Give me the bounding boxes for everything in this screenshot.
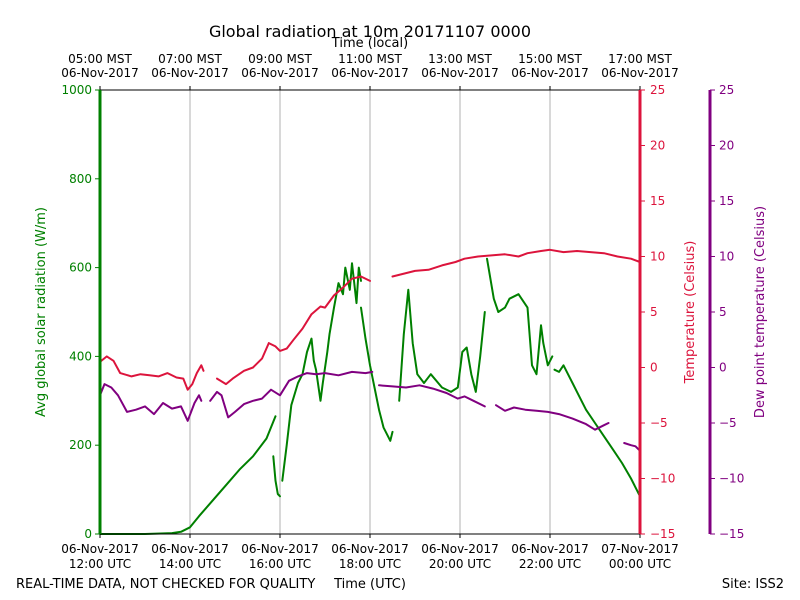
- radiation-tick-label: 400: [69, 349, 92, 363]
- dewpoint-line-segment: [495, 404, 610, 431]
- temperature-tick-label: 20: [650, 139, 665, 153]
- x-tick-label-time: 00:00 UTC: [609, 557, 671, 571]
- top-tick-label-date: 06-Nov-2017: [61, 66, 139, 80]
- radiation-line-segment: [360, 306, 394, 442]
- dewpoint-tick-label: −10: [719, 472, 744, 486]
- x-tick-label-date: 07-Nov-2017: [601, 542, 679, 556]
- dewpoint-line-segment: [209, 370, 374, 419]
- top-tick-label-time: 07:00 MST: [158, 52, 222, 66]
- x-tick-label-date: 06-Nov-2017: [331, 542, 409, 556]
- dewpoint-tick-label: 5: [719, 305, 727, 319]
- x-tick-label-time: 16:00 UTC: [249, 557, 311, 571]
- temperature-tick-label: 15: [650, 194, 665, 208]
- dewpoint-line-segment: [99, 383, 203, 422]
- series-temperature: [99, 248, 641, 391]
- temperature-line-segment: [99, 355, 205, 391]
- site-label: Site: ISS2: [722, 577, 784, 592]
- temperature-axis-label: Temperature (Celsius): [683, 241, 698, 385]
- series-dewpoint: [99, 370, 641, 452]
- top-tick-label-date: 06-Nov-2017: [331, 66, 409, 80]
- dewpoint-tick-label: −15: [719, 527, 744, 541]
- radiation-axis-label: Avg global solar radiation (W/m): [34, 207, 49, 417]
- x-tick-label-date: 06-Nov-2017: [61, 542, 139, 556]
- temperature-tick-label: −10: [650, 472, 675, 486]
- temperature-line-segment: [216, 275, 371, 386]
- temperature-tick-label: 0: [650, 361, 658, 375]
- temperature-tick-label: −5: [650, 416, 668, 430]
- top-tick-label-date: 06-Nov-2017: [601, 66, 679, 80]
- dewpoint-tick-label: 25: [719, 83, 734, 97]
- top-tick-label-time: 13:00 MST: [428, 52, 492, 66]
- radiation-line-segment: [553, 364, 641, 498]
- quality-note: REAL-TIME DATA, NOT CHECKED FOR QUALITY: [16, 577, 315, 592]
- series-lines: [99, 248, 641, 535]
- radiation-tick-label: 600: [69, 261, 92, 275]
- dewpoint-tick-label: 10: [719, 250, 734, 264]
- radiation-tick-label: 1000: [61, 83, 92, 97]
- radiation-line-segment: [272, 455, 281, 498]
- top-tick-label-time: 15:00 MST: [518, 52, 582, 66]
- top-tick-label-time: 11:00 MST: [338, 52, 402, 66]
- temperature-tick-label: −15: [650, 527, 675, 541]
- x-tick-label-time: 18:00 UTC: [339, 557, 401, 571]
- top-axis-label: Time (local): [331, 36, 408, 51]
- top-tick-label-date: 06-Nov-2017: [511, 66, 589, 80]
- series-radiation: [99, 257, 641, 535]
- top-tick-label-date: 06-Nov-2017: [151, 66, 229, 80]
- x-tick-label-time: 20:00 UTC: [429, 557, 491, 571]
- x-tick-label-time: 22:00 UTC: [519, 557, 581, 571]
- radiation-line-segment: [281, 262, 362, 482]
- top-tick-label-time: 05:00 MST: [68, 52, 132, 66]
- vertical-gridlines: [189, 90, 551, 534]
- radiation-tick-label: 0: [84, 527, 92, 541]
- dewpoint-tick-label: 20: [719, 139, 734, 153]
- dewpoint-line-segment: [378, 384, 486, 408]
- dewpoint-tick-label: 0: [719, 361, 727, 375]
- top-tick-label-date: 06-Nov-2017: [241, 66, 319, 80]
- dewpoint-tick-label: −5: [719, 416, 737, 430]
- radiation-tick-label: 200: [69, 438, 92, 452]
- temperature-line-segment: [391, 248, 641, 278]
- dewpoint-line-segment: [623, 442, 641, 452]
- x-tick-label-time: 12:00 UTC: [69, 557, 131, 571]
- top-tick-label-time: 09:00 MST: [248, 52, 312, 66]
- dewpoint-axis-label: Dew point temperature (Celsius): [753, 206, 768, 418]
- radiation-line-segment: [486, 257, 554, 376]
- x-tick-label-date: 06-Nov-2017: [151, 542, 229, 556]
- temperature-tick-label: 5: [650, 305, 658, 319]
- top-tick-label-date: 06-Nov-2017: [421, 66, 499, 80]
- radiation-tick-label: 800: [69, 172, 92, 186]
- temperature-tick-label: 25: [650, 83, 665, 97]
- x-tick-label-time: 14:00 UTC: [159, 557, 221, 571]
- top-tick-label-time: 17:00 MST: [608, 52, 672, 66]
- x-axis-label: Time (UTC): [333, 577, 406, 592]
- radiation-line-segment: [398, 288, 486, 402]
- x-tick-label-date: 06-Nov-2017: [511, 542, 589, 556]
- temperature-tick-label: 10: [650, 250, 665, 264]
- x-tick-label-date: 06-Nov-2017: [421, 542, 499, 556]
- x-tick-label-date: 06-Nov-2017: [241, 542, 319, 556]
- chart-title: Global radiation at 10m 20171107 0000: [209, 22, 531, 41]
- radiation-line-segment: [99, 415, 277, 535]
- dewpoint-tick-label: 15: [719, 194, 734, 208]
